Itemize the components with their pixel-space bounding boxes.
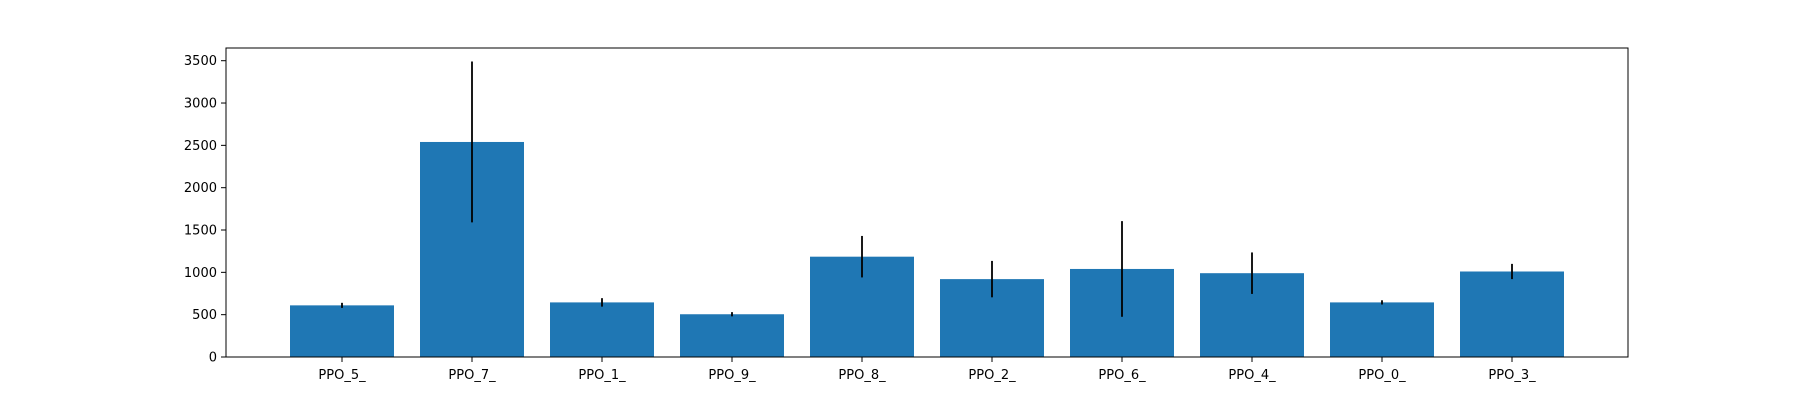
y-tick-label: 2500 [184,139,217,154]
x-tick-label: PPO_7_ [448,368,496,383]
bar-ppo-3 [1460,271,1564,357]
y-tick-label: 500 [192,308,217,323]
x-axis: PPO_5_ PPO_7_ PPO_1_ PPO_9_ PPO_8_ PPO_2_ PPO_… [318,357,1536,383]
plot-frame [225,47,1629,358]
bar-ppo-1 [550,302,654,357]
bar-ppo-9 [680,314,784,357]
x-tick-label: PPO_8_ [838,368,886,383]
bars-layer [290,141,1564,357]
x-tick-label: PPO_9_ [708,368,756,383]
bar-ppo-0 [1330,302,1434,357]
error-bars-layer [341,61,1513,317]
y-axis: 0 500 1000 1500 2000 2500 3000 3500 [184,54,226,366]
x-tick-label: PPO_4_ [1228,368,1276,383]
x-tick-label: PPO_2_ [968,368,1016,383]
y-tick-label: 3500 [184,54,217,69]
y-tick-label: 1500 [184,224,217,239]
x-tick-label: PPO_0_ [1358,368,1406,383]
x-tick-label: PPO_3_ [1488,368,1536,383]
x-tick-label: PPO_1_ [578,368,626,383]
y-tick-label: 3000 [184,97,217,112]
y-tick-label: 1000 [184,266,217,281]
x-tick-label: PPO_6_ [1098,368,1146,383]
y-tick-label: 0 [209,351,217,366]
y-tick-label: 2000 [184,181,217,196]
x-tick-label: PPO_5_ [318,368,366,383]
bar-ppo-5 [290,305,394,357]
